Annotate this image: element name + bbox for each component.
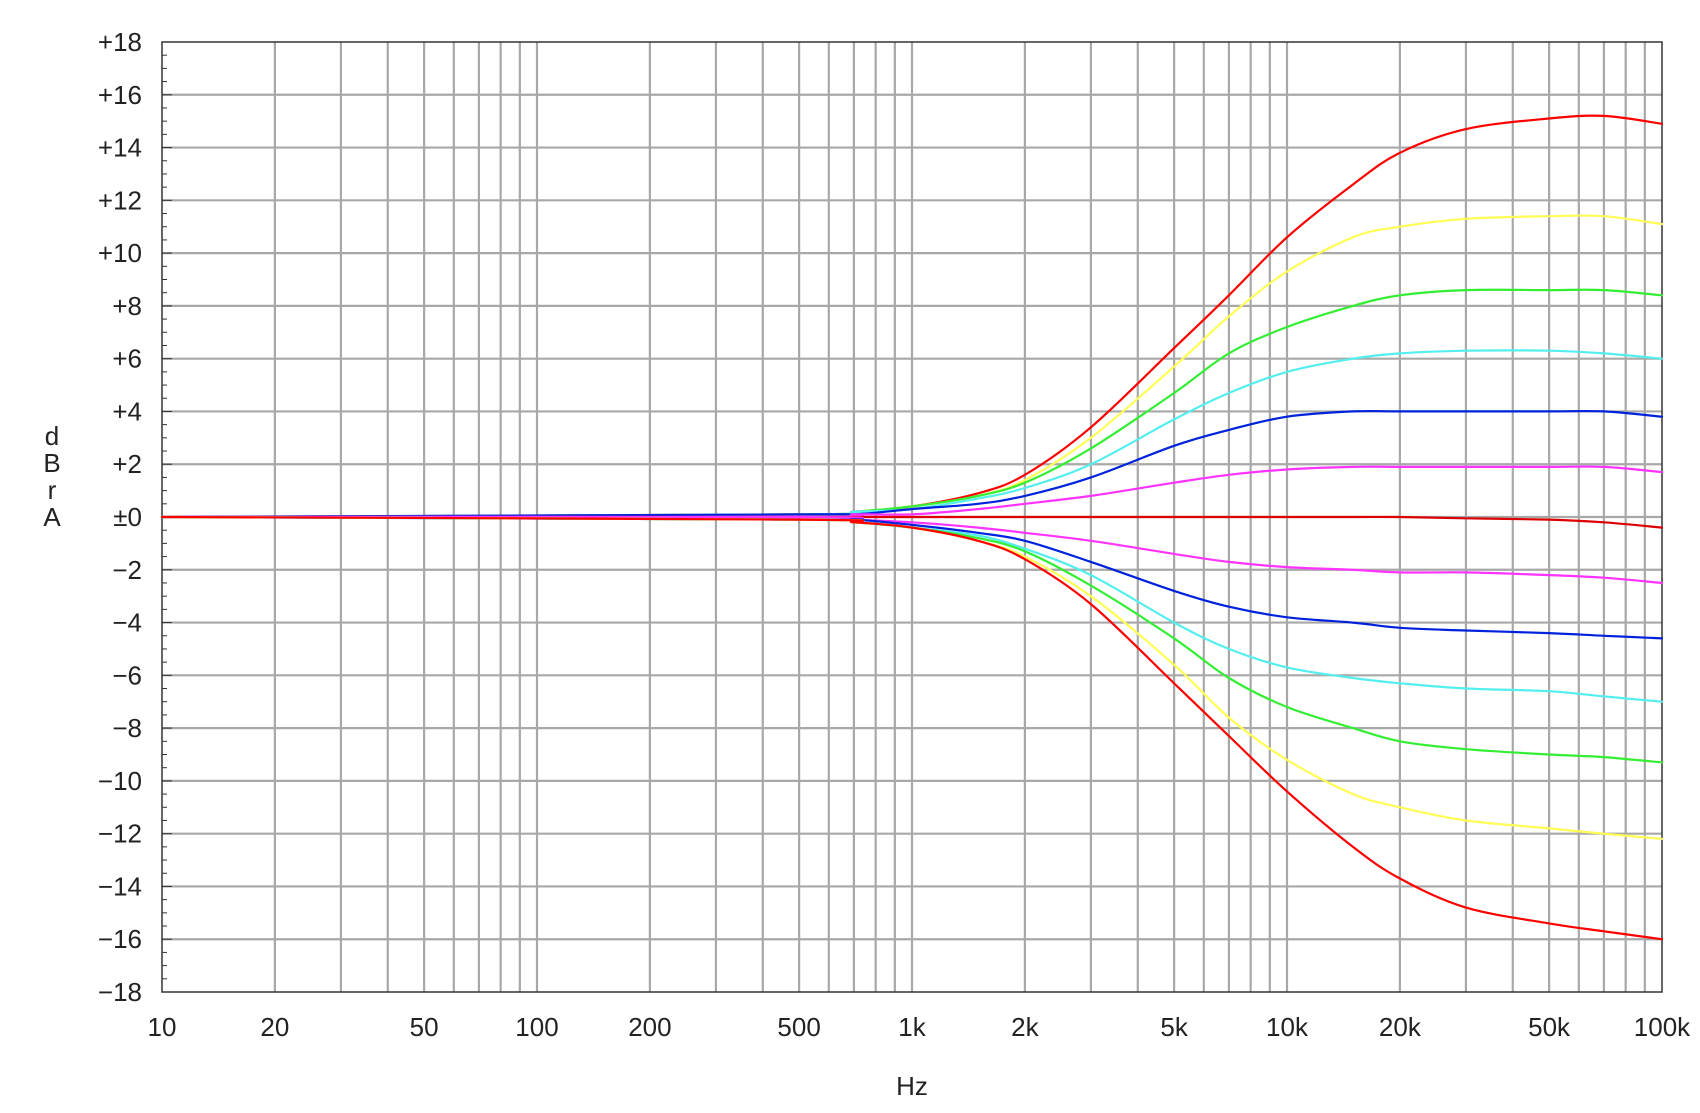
x-tick-label: 10 (148, 1012, 177, 1042)
series-line-8 (160, 515, 1664, 585)
y-axis-title-letter: B (43, 448, 60, 478)
x-tick-label: 100k (1634, 1012, 1691, 1042)
x-axis-title: Hz (896, 1071, 928, 1101)
y-axis-title-letter: r (48, 475, 57, 505)
x-tick-label: 50k (1528, 1012, 1571, 1042)
x-tick-label: 500 (777, 1012, 820, 1042)
y-axis-title-letter: A (43, 502, 61, 532)
x-tick-label: 1k (898, 1012, 926, 1042)
series-line-13 (160, 515, 1664, 941)
y-tick-label: −18 (98, 977, 142, 1007)
y-tick-label: −10 (98, 766, 142, 796)
y-tick-label: +6 (112, 344, 142, 374)
y-tick-label: +8 (112, 291, 142, 321)
y-tick-labels: +18 +16 +14 +12 +10 +8 +6 +4 +2 ±0 −2 −4 −6 −8 −10 −12 −… (98, 27, 142, 1007)
x-tick-label: 100 (515, 1012, 558, 1042)
y-tick-label: +10 (98, 238, 142, 268)
y-tick-label: +14 (98, 133, 142, 163)
y-tick-label: +4 (112, 396, 142, 426)
series-layer (160, 114, 1664, 941)
x-tick-label: 5k (1160, 1012, 1188, 1042)
y-tick-label: +18 (98, 27, 142, 57)
y-tick-label: −16 (98, 924, 142, 954)
y-tick-label: −12 (98, 819, 142, 849)
y-tick-label: +2 (112, 449, 142, 479)
x-tick-labels: 10 20 50 100 200 500 1k 2k 5k 10k 20k 50k 100k (148, 1012, 1692, 1042)
y-tick-label: −6 (112, 660, 142, 690)
x-tick-label: 50 (410, 1012, 439, 1042)
y-tick-label: +16 (98, 80, 142, 110)
y-axis-title-letter: d (45, 421, 59, 451)
y-tick-label: +12 (98, 185, 142, 215)
x-tick-label: 20 (260, 1012, 289, 1042)
y-tick-label: −4 (112, 608, 142, 638)
y-tick-label: −14 (98, 871, 142, 901)
x-tick-label: 200 (628, 1012, 671, 1042)
series-line-5 (160, 409, 1664, 519)
x-tick-label: 20k (1379, 1012, 1422, 1042)
y-tick-label: ±0 (113, 502, 142, 532)
y-tick-label: −2 (112, 555, 142, 585)
x-tick-label: 2k (1011, 1012, 1039, 1042)
x-tick-label: 10k (1266, 1012, 1309, 1042)
y-tick-label: −8 (112, 713, 142, 743)
